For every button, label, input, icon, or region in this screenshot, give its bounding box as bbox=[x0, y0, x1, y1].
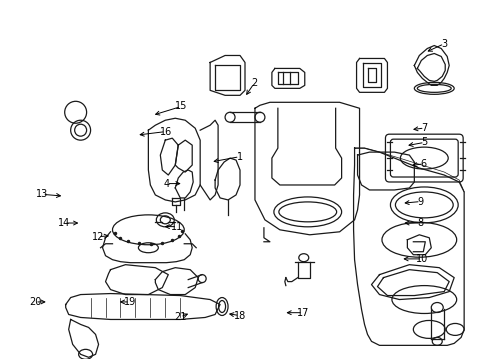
Text: 15: 15 bbox=[175, 102, 187, 112]
Text: 20: 20 bbox=[29, 297, 41, 307]
Text: 5: 5 bbox=[421, 138, 427, 147]
Text: 9: 9 bbox=[417, 197, 423, 207]
Text: 12: 12 bbox=[92, 232, 104, 242]
Text: 21: 21 bbox=[174, 312, 186, 322]
Text: 8: 8 bbox=[417, 218, 423, 228]
Text: 11: 11 bbox=[171, 222, 183, 231]
Text: 10: 10 bbox=[415, 254, 427, 264]
Text: 1: 1 bbox=[236, 152, 242, 162]
Text: 6: 6 bbox=[420, 159, 426, 169]
Text: 14: 14 bbox=[58, 218, 70, 228]
Text: 2: 2 bbox=[251, 78, 257, 88]
Text: 4: 4 bbox=[163, 179, 169, 189]
Text: 17: 17 bbox=[296, 308, 308, 318]
Text: 16: 16 bbox=[159, 127, 171, 136]
Text: 19: 19 bbox=[123, 297, 136, 307]
Text: 13: 13 bbox=[36, 189, 48, 199]
Text: 7: 7 bbox=[421, 123, 427, 133]
Text: 3: 3 bbox=[440, 39, 447, 49]
Text: 18: 18 bbox=[233, 311, 245, 320]
